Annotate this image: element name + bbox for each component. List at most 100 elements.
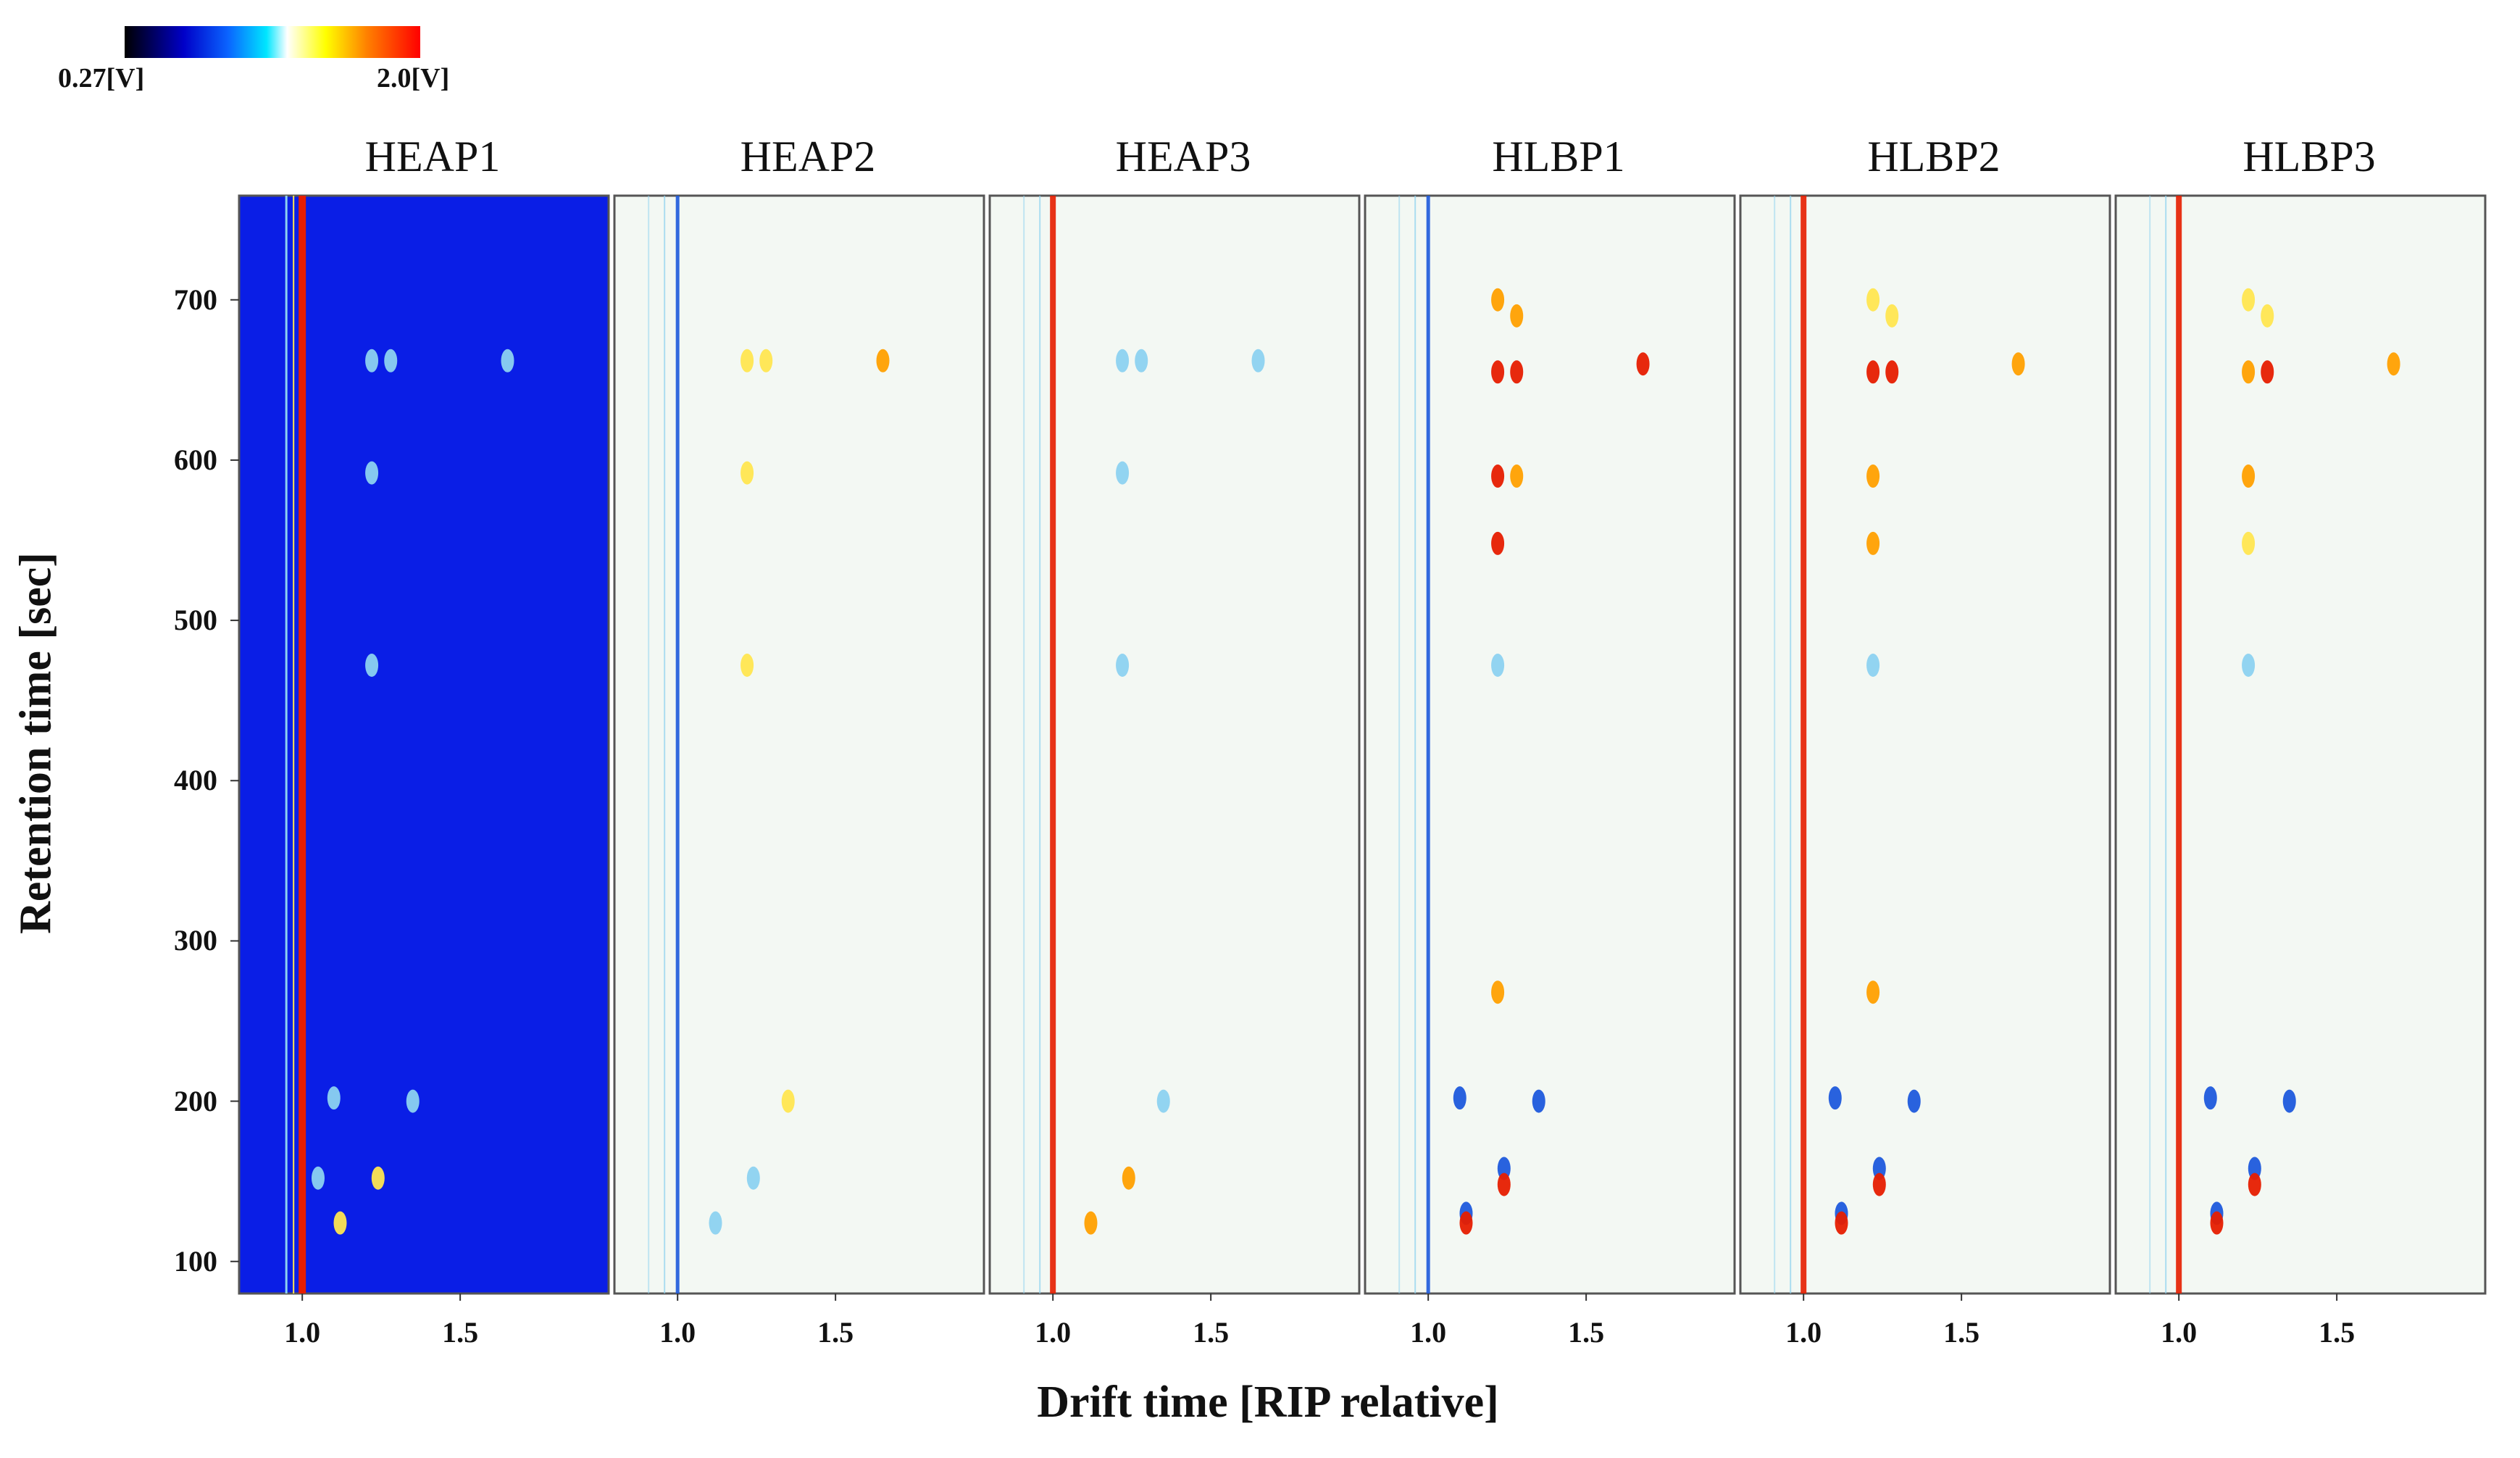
peak-spot xyxy=(384,349,398,372)
peak-spot xyxy=(1866,288,1880,312)
peak-spot xyxy=(1885,304,1899,328)
panel-background-hlbp3 xyxy=(2114,194,2487,1295)
peak-spot xyxy=(1872,1172,1886,1196)
peak-spot xyxy=(1907,1089,1921,1113)
peak-spot xyxy=(1116,654,1130,678)
peak-spot xyxy=(2261,304,2274,328)
peak-spot xyxy=(740,461,754,485)
x-tick-label: 1.5 xyxy=(1193,1316,1230,1349)
peak-spot xyxy=(2210,1211,2224,1235)
y-tick-label: 500 xyxy=(174,604,217,637)
colorbar-min-label: 0.27[V] xyxy=(58,63,145,93)
peak-spot xyxy=(1491,654,1505,678)
x-tick-label: 1.0 xyxy=(1035,1316,1072,1349)
x-tick-label: 1.0 xyxy=(1410,1316,1447,1349)
x-tick-label: 1.0 xyxy=(2161,1316,2198,1349)
peak-spot xyxy=(1156,1089,1170,1113)
peak-spot xyxy=(1866,654,1880,678)
x-tick-label: 1.5 xyxy=(442,1316,479,1349)
peak-spot xyxy=(1885,360,1899,384)
x-tick-label: 1.0 xyxy=(659,1316,696,1349)
peak-spot xyxy=(1491,360,1505,384)
peak-spot xyxy=(1459,1211,1473,1235)
peak-spot xyxy=(1866,360,1880,384)
peak-spot xyxy=(1491,465,1505,488)
peak-spot xyxy=(759,349,773,372)
panel-title-hlbp1: HLBP1 xyxy=(1492,133,1625,180)
peak-spot xyxy=(1122,1166,1135,1190)
peak-spot xyxy=(1510,465,1524,488)
panel-background-hlbp2 xyxy=(1739,194,2111,1295)
peak-spot xyxy=(2242,465,2256,488)
peak-spot xyxy=(2242,360,2256,384)
peak-spot xyxy=(311,1166,325,1190)
peak-spot xyxy=(2248,1172,2261,1196)
x-tick-label: 1.5 xyxy=(1943,1316,1980,1349)
peak-spot xyxy=(2242,288,2256,312)
panel-title-hlbp3: HLBP3 xyxy=(2242,133,2376,180)
peak-spot xyxy=(781,1089,795,1113)
peak-spot xyxy=(333,1211,347,1235)
panel-background-hlbp1 xyxy=(1364,194,1736,1295)
peak-spot xyxy=(2261,360,2274,384)
peak-spot xyxy=(1636,352,1650,376)
peak-spot xyxy=(1251,349,1265,372)
peak-spot xyxy=(1497,1172,1511,1196)
panel-title-hlbp2: HLBP2 xyxy=(1867,133,2000,180)
y-tick-label: 300 xyxy=(174,924,217,957)
peak-spot xyxy=(1491,980,1505,1004)
y-tick-label: 200 xyxy=(174,1084,217,1117)
x-tick-label: 1.0 xyxy=(284,1316,321,1349)
peak-spot xyxy=(1084,1211,1098,1235)
peak-spot xyxy=(1453,1086,1466,1110)
y-tick-label: 400 xyxy=(174,764,217,797)
y-tick-label: 100 xyxy=(174,1244,217,1278)
panel-background-heap2 xyxy=(613,194,985,1295)
colorbar-max-label: 2.0[V] xyxy=(377,63,450,93)
peak-spot xyxy=(740,349,754,372)
peak-spot xyxy=(1532,1089,1545,1113)
panel-background-heap3 xyxy=(988,194,1361,1295)
peak-spot xyxy=(709,1211,722,1235)
peak-spot xyxy=(501,349,514,372)
peak-spot xyxy=(1491,531,1505,555)
panel-background-heap1 xyxy=(238,194,610,1295)
peak-spot xyxy=(406,1089,420,1113)
y-tick-label: 700 xyxy=(174,283,217,316)
peak-spot xyxy=(1510,360,1524,384)
peak-spot xyxy=(1866,465,1880,488)
peak-spot xyxy=(371,1166,385,1190)
peak-spot xyxy=(2242,654,2256,678)
panel-title-heap2: HEAP2 xyxy=(740,133,876,180)
peak-spot xyxy=(1835,1211,1848,1235)
peak-spot xyxy=(365,461,379,485)
peak-spot xyxy=(876,349,890,372)
y-tick-label: 600 xyxy=(174,443,217,476)
peak-spot xyxy=(2387,352,2400,376)
peak-spot xyxy=(1116,461,1130,485)
x-axis-label: Drift time [RIP relative] xyxy=(1037,1378,1499,1427)
peak-spot xyxy=(327,1086,341,1110)
peak-spot xyxy=(365,349,379,372)
peak-spot xyxy=(365,654,379,678)
peak-spot xyxy=(1116,349,1130,372)
peak-spot xyxy=(1872,1157,1886,1180)
peak-spot xyxy=(1866,980,1880,1004)
panel-title-heap1: HEAP1 xyxy=(364,133,501,180)
peak-spot xyxy=(1491,288,1505,312)
x-tick-label: 1.5 xyxy=(817,1316,854,1349)
peak-spot xyxy=(1510,304,1524,328)
peak-spot xyxy=(1497,1157,1511,1180)
x-tick-label: 1.0 xyxy=(1785,1316,1822,1349)
peak-spot xyxy=(1866,531,1880,555)
peak-spot xyxy=(740,654,754,678)
peak-spot xyxy=(2282,1089,2296,1113)
peak-spot xyxy=(1828,1086,1842,1110)
peak-spot xyxy=(746,1166,760,1190)
peak-spot xyxy=(2203,1086,2217,1110)
x-tick-label: 1.5 xyxy=(1568,1316,1605,1349)
colorbar xyxy=(125,26,420,58)
peak-spot xyxy=(2011,352,2025,376)
